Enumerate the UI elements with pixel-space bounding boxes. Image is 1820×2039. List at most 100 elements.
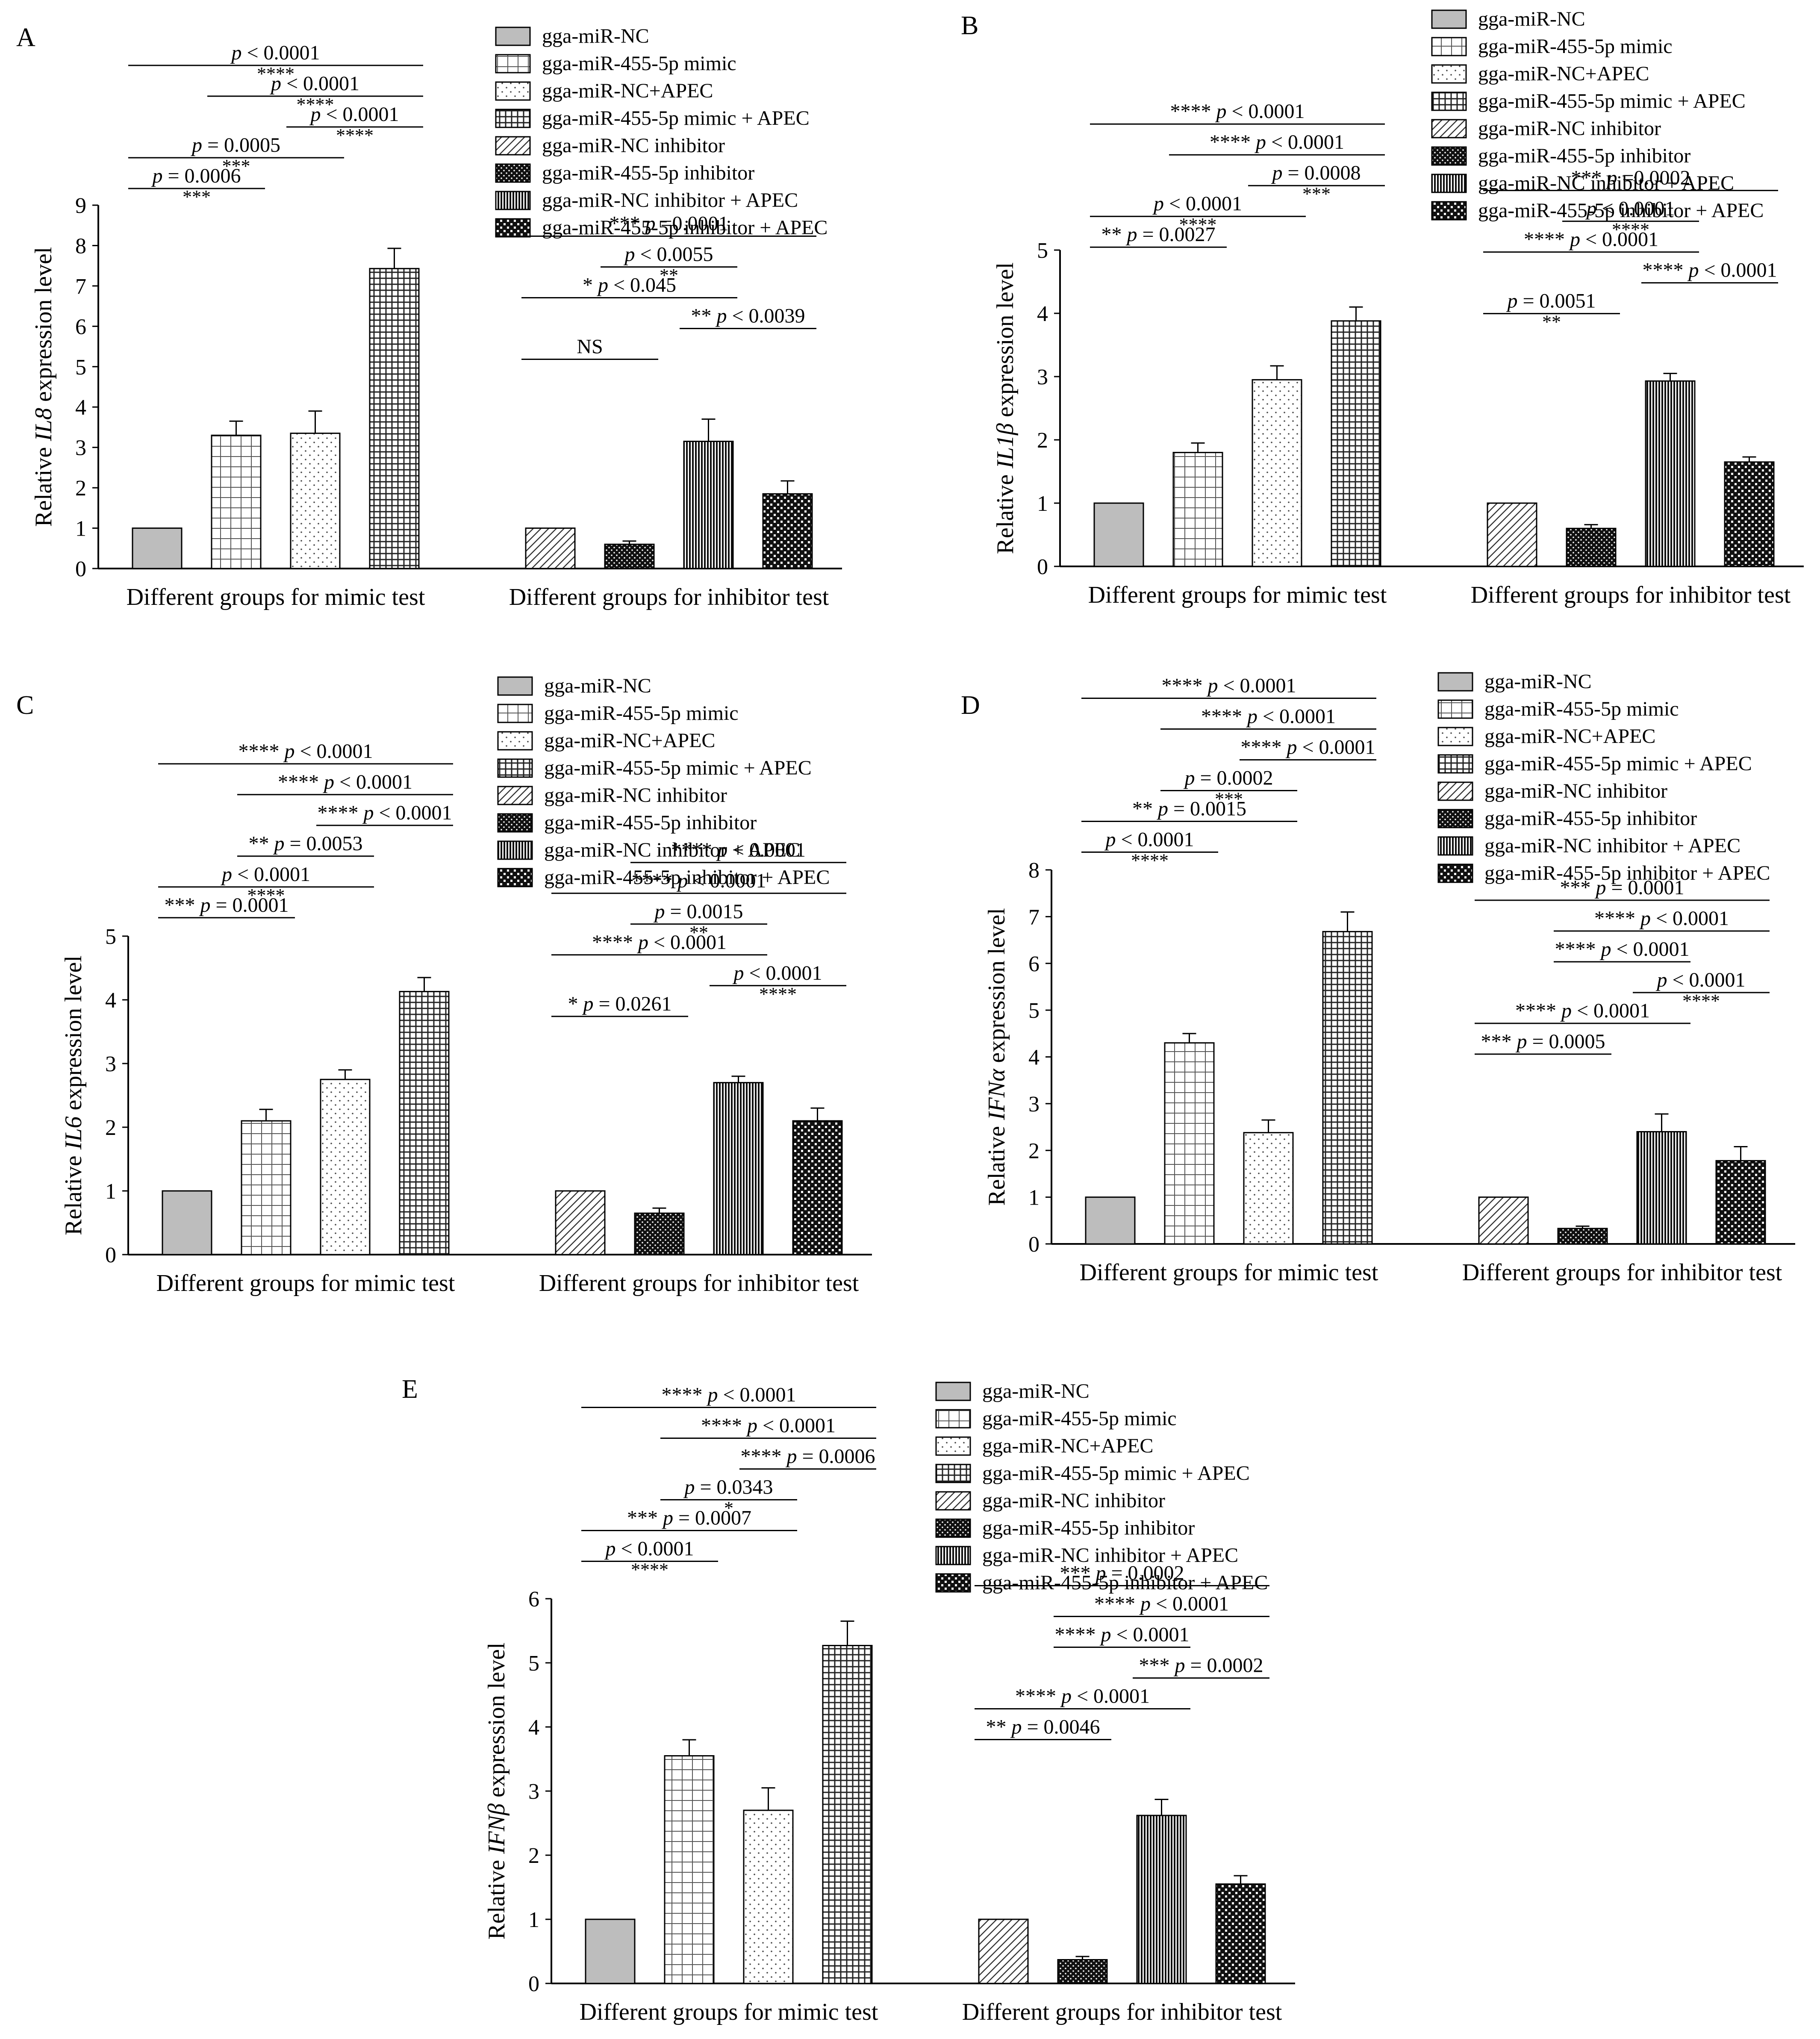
- p-value-label-part: p: [582, 993, 593, 1015]
- p-value-label: p < 0.0001: [604, 1538, 694, 1560]
- p-value-label-part: < 0.0001: [688, 869, 766, 892]
- p-value-label-part: p: [283, 740, 294, 763]
- p-value-label-part: < 0.0001: [1651, 907, 1729, 930]
- y-tick-label: 8: [75, 234, 86, 258]
- significance-stars: ***: [222, 156, 250, 177]
- p-value-label-part: ****: [1524, 228, 1570, 251]
- legend-label: gga-miR-455-5p inhibitor + APEC: [982, 1571, 1268, 1594]
- p-value-label: **** p < 0.0001: [1054, 1624, 1189, 1646]
- p-value-label-part: < 0.0001: [1699, 259, 1777, 282]
- y-axis-label: Relative IFNα expression level: [984, 908, 1010, 1206]
- y-axis-label-part: Relative: [30, 441, 57, 527]
- p-value-label: p = 0.0015: [653, 900, 743, 923]
- legend-label: gga-miR-NC inhibitor + APEC: [1478, 172, 1734, 194]
- y-tick-label: 2: [105, 1116, 116, 1140]
- legend-swatch: [495, 163, 531, 183]
- legend-swatch: [1431, 146, 1467, 166]
- legend-label: gga-miR-455-5p inhibitor: [544, 811, 757, 834]
- p-value-label-part: p: [1139, 1593, 1151, 1615]
- p-value-label-part: p: [1687, 259, 1699, 282]
- legend-label: gga-miR-455-5p mimic: [1478, 35, 1673, 58]
- panel-A: A 0 1 2 3 4 5 6 7 8 9 Relative IL8 expression level…: [16, 23, 842, 610]
- p-value-label-part: < 0.0001: [718, 1384, 796, 1406]
- significance-stars: ****: [1179, 214, 1217, 235]
- significance-stars: **: [660, 265, 678, 286]
- bar-1: [1085, 1196, 1136, 1245]
- p-value-label-part: ****: [1094, 1593, 1140, 1615]
- bar-3: [743, 1809, 794, 1984]
- y-axis-label-part: expression level: [30, 247, 57, 408]
- bar-8: [1215, 1883, 1266, 1984]
- p-value-label: **** p < 0.0001: [1642, 259, 1777, 282]
- p-value-label-part: =0.0002: [1617, 167, 1690, 189]
- p-value-label-part: < 0.0001: [757, 1414, 836, 1437]
- p-value-label-part: p: [644, 212, 655, 235]
- legend-label: gga-miR-NC+APEC: [982, 1435, 1153, 1457]
- p-value-label-part: **: [248, 832, 274, 855]
- legend-swatch: [1437, 727, 1473, 746]
- panels-layer: A 0 1 2 3 4 5 6 7 8 9 Relative IL8 expression level…: [16, 8, 1804, 2025]
- p-value-label-part: = 0.0001: [1606, 876, 1684, 899]
- legend-swatch: [497, 704, 533, 723]
- bar-3: [1252, 379, 1302, 567]
- p-value-label-part: p: [1099, 1624, 1111, 1646]
- legend-label: gga-miR-455-5p mimic + APEC: [544, 757, 812, 779]
- x-group-label: Different groups for inhibitor test: [962, 1999, 1282, 2025]
- legend-label: gga-miR-NC inhibitor + APEC: [1484, 834, 1740, 857]
- p-value-label-part: < 0.0001: [281, 72, 359, 95]
- y-axis-label-part: Relative: [483, 1854, 510, 1940]
- p-value-label-part: p: [270, 72, 281, 95]
- p-value-label-part: p: [746, 1414, 757, 1437]
- p-value-label: *** p = 0.0007: [627, 1507, 751, 1529]
- y-tick-label: 6: [75, 315, 86, 339]
- p-value-label: NS: [577, 336, 603, 358]
- legend-label: gga-miR-455-5p inhibitor: [1484, 807, 1697, 830]
- p-value-label-part: ****: [671, 839, 717, 861]
- significance-stars: ***: [1215, 788, 1243, 809]
- p-value-label-part: *: [583, 274, 598, 297]
- p-value-label-part: ****: [592, 931, 638, 954]
- p-value-label-part: ****: [1240, 736, 1287, 758]
- legend-swatch: [1437, 863, 1473, 883]
- y-tick-label: 8: [1028, 858, 1040, 883]
- bar-6: [634, 1212, 685, 1255]
- bar-5: [525, 527, 576, 569]
- bar-8: [792, 1120, 843, 1255]
- legend-swatch: [495, 136, 531, 156]
- y-axis-label-part: Relative: [992, 468, 1019, 554]
- bar-8: [1724, 461, 1775, 567]
- p-value-label: ** p = 0.0046: [986, 1716, 1100, 1738]
- panel-letter: E: [402, 1375, 418, 1404]
- p-value-label-part: = 0.0343: [695, 1476, 773, 1499]
- p-value-label-part: < 0.0001: [1116, 828, 1194, 851]
- bar-7: [1136, 1815, 1187, 1984]
- p-value-label-part: < 0.0001: [1218, 674, 1296, 697]
- p-value-label-part: p: [1585, 197, 1596, 220]
- p-value-label-part: **: [691, 305, 716, 327]
- bar-5: [978, 1918, 1029, 1984]
- x-group-label: Different groups for inhibitor test: [539, 1270, 859, 1296]
- bar-6: [1557, 1228, 1608, 1245]
- legend-swatch: [1437, 754, 1473, 774]
- p-value-label: p < 0.0001: [270, 72, 359, 95]
- legend-swatch: [495, 54, 531, 74]
- p-value-label-part: p: [1515, 1030, 1527, 1053]
- p-value-label-part: p: [623, 243, 635, 266]
- p-value-label-part: **: [986, 1716, 1011, 1738]
- y-axis-label: Relative IFNβ expression level: [483, 1642, 510, 1939]
- p-value-label: p = 0.0051: [1506, 290, 1596, 312]
- p-value-label-part: p: [199, 894, 210, 916]
- y-tick-label: 7: [75, 274, 86, 299]
- p-value-label-part: p: [1010, 1716, 1022, 1738]
- p-value-label-part: p: [653, 900, 665, 923]
- legend-label: gga-miR-455-5p inhibitor + APEC: [542, 216, 828, 239]
- legend-swatch: [495, 109, 531, 128]
- p-value-label: p = 0.0006: [151, 165, 241, 187]
- legend-label: gga-miR-NC: [1478, 8, 1585, 30]
- y-tick-label: 5: [1037, 239, 1048, 263]
- p-value-label-part: p: [676, 869, 688, 892]
- p-value-label: p = 0.0343: [683, 1476, 773, 1499]
- p-value-label-part: = 0.0053: [284, 832, 362, 855]
- p-value-label-part: < 0.0001: [1072, 1685, 1150, 1708]
